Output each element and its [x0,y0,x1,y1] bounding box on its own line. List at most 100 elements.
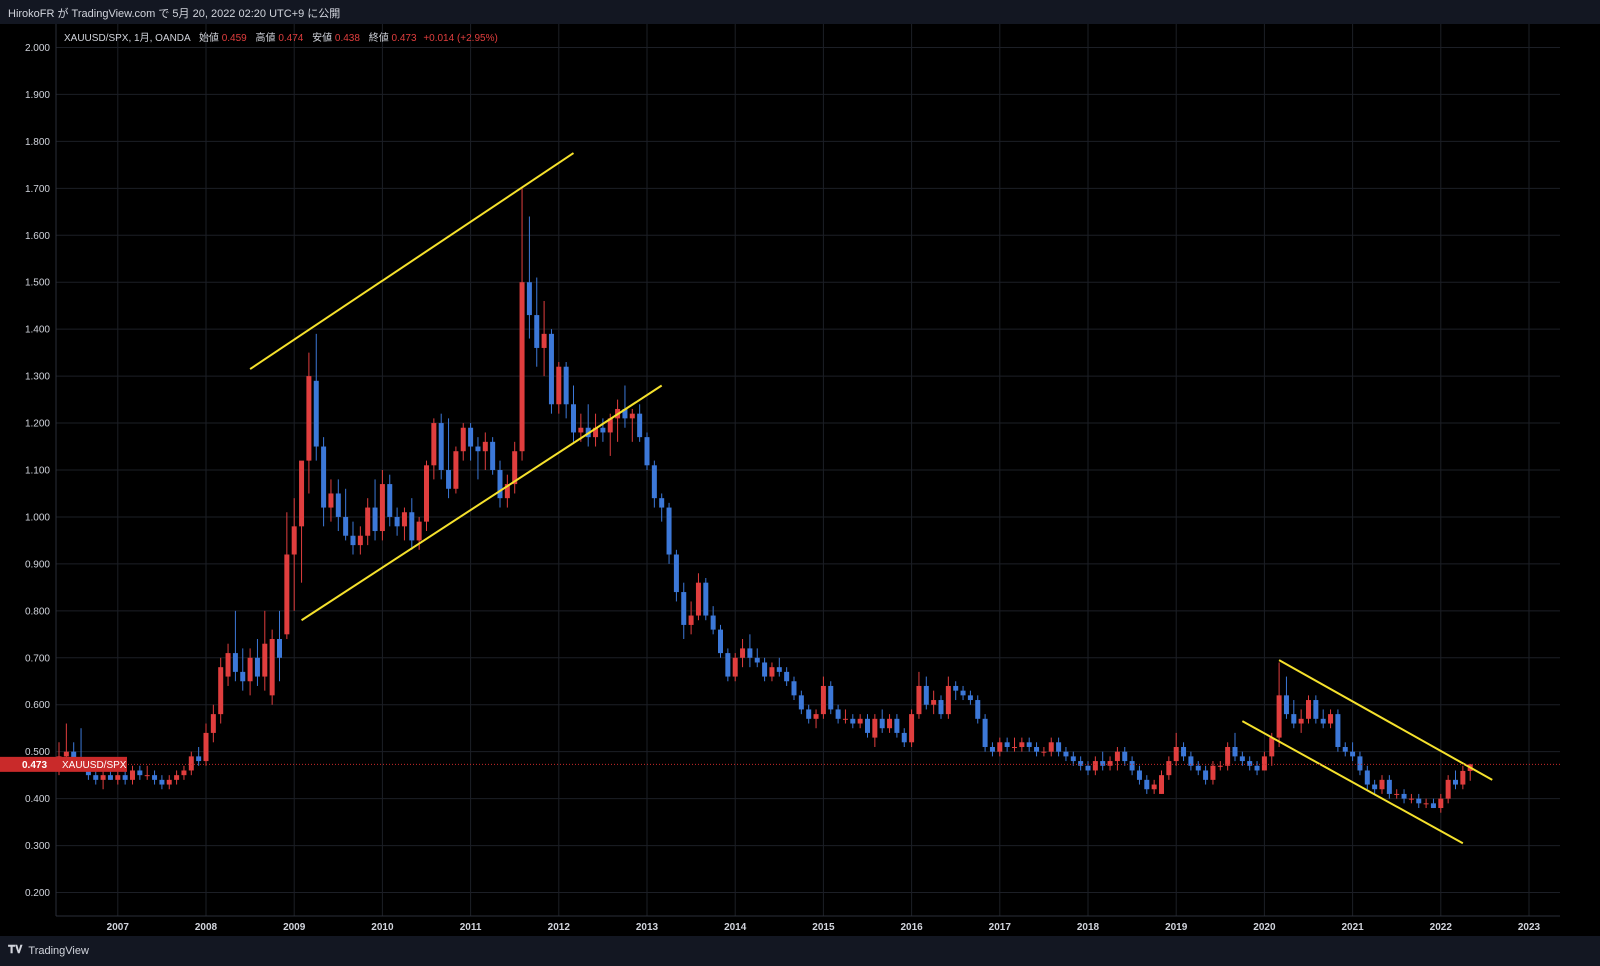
candle-body [63,751,69,757]
legend-high-label: 高値 [256,31,276,44]
candle-body [916,685,922,715]
candle-body [894,718,900,733]
candle-body [122,775,128,780]
candle-body [850,718,856,724]
candle-body [357,535,363,546]
candle-body [1078,761,1084,766]
candle-body [1225,746,1231,766]
candle-body [1254,765,1260,771]
trendline[interactable] [249,152,575,370]
candle-body [1386,779,1392,794]
tradingview-brand[interactable]: 𝐓𝐕 TradingView [8,944,89,957]
candle-body [299,460,305,527]
candle-body [1379,779,1385,790]
candle-body [1129,761,1135,771]
candle-body [181,770,187,776]
chart-area[interactable]: 2.000 1.900 1.800 1.700 1.600 1.500 1.400 1.300… [0,24,1600,936]
candle-body [644,437,650,466]
footer-bar: 𝐓𝐕 TradingView [0,936,1600,966]
candle-body [1070,756,1076,762]
candle-body [1107,761,1113,766]
candle-body [232,653,238,672]
candle-body [673,554,679,593]
candle-body [379,484,385,532]
candle-body [835,709,841,719]
candle-body [1166,761,1172,776]
candle-body [571,404,576,433]
candle-body [100,775,106,780]
candles [56,188,1473,813]
candle-body [401,512,407,527]
candle-body [960,690,966,696]
candle-body [813,714,819,719]
candle-body [593,427,599,438]
candle-body [1430,803,1436,809]
candle-body [328,493,334,508]
price-axis[interactable]: 2.000 1.900 1.800 1.700 1.600 1.500 1.400 1.300… [25,24,57,916]
y-tick-label: 0.700 [25,653,50,664]
y-tick-label: 0.900 [25,559,50,570]
legend-high-value: 0.474 [278,33,303,44]
candle-body [1408,798,1414,800]
candle-body [468,427,474,447]
candle-body [277,639,282,658]
legend-close-value: 0.473 [392,33,417,44]
candle-body [262,643,268,677]
candle-body [1261,756,1267,771]
candle-body [769,667,775,677]
candle-body [1012,746,1017,748]
candle-body [1313,700,1319,719]
candle-body [1394,793,1400,795]
candle-body [130,770,135,780]
candle-body [703,582,709,616]
candle-body [387,484,393,517]
last-price-tag: 0.473 XAUUSD/SPX [0,756,127,772]
candle-body [1320,718,1326,724]
candle-body [887,718,893,729]
x-tick-label: 2023 [1518,922,1541,933]
x-tick-label: 2017 [989,922,1012,933]
candle-body [1364,770,1370,785]
y-tick-label: 1.900 [25,90,50,101]
trendline[interactable] [1241,720,1464,845]
candle-body [93,775,99,780]
candlestick-chart[interactable]: 2.000 1.900 1.800 1.700 1.600 1.500 1.400 1.300… [0,24,1600,936]
trendlines[interactable] [249,152,1493,845]
candle-body [681,592,687,625]
legend-change: +0.014 (+2.95%) [423,33,498,44]
candle-body [909,714,915,743]
candle-body [453,451,459,489]
candle-body [1085,765,1091,771]
trendline[interactable] [1278,659,1493,781]
candle-body [1291,714,1297,724]
price-tag-value-bg [0,756,56,772]
x-tick-label: 2013 [636,922,659,933]
candle-body [1445,779,1451,799]
candle-body [607,418,613,433]
time-axis[interactable]: 2007 2008 2009 2010 2011 2012 2013 2014 2015 2016… [56,915,1560,933]
candle-body [659,498,665,508]
candle-body [365,507,371,536]
candle-body [343,516,349,536]
candle-body [1453,779,1458,785]
publish-info: HirokoFR が TradingView.com で 5月 20, 2022… [8,8,341,20]
candle-body [879,718,885,729]
legend-low-label: 安値 [312,31,332,44]
candle-body [196,756,202,762]
candle-body [284,554,290,635]
price-tag-label: XAUUSD/SPX [62,760,127,771]
candle-body [740,648,746,658]
trendline[interactable] [301,384,663,622]
candle-body [416,521,422,541]
candle-body [1041,751,1047,753]
candle-body [424,465,429,522]
candle-body [1159,775,1164,794]
x-tick-label: 2022 [1430,922,1453,933]
candle-body [1283,695,1289,715]
y-tick-label: 0.600 [25,700,50,711]
x-tick-label: 2021 [1341,922,1364,933]
candle-body [1100,761,1106,766]
y-tick-label: 1.300 [25,372,50,383]
x-tick-label: 2009 [283,922,306,933]
candle-body [688,615,694,625]
